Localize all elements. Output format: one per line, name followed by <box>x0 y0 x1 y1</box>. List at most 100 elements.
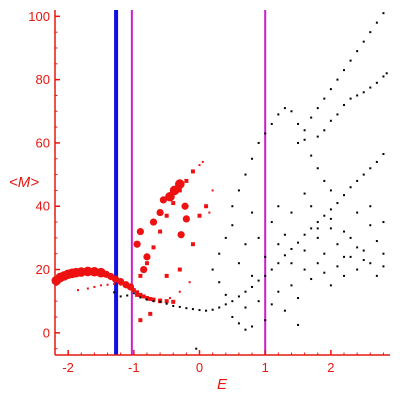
black-point-109 <box>218 281 221 284</box>
black-point-125 <box>323 271 326 274</box>
red-point-67 <box>168 297 171 300</box>
black-point-40 <box>375 160 378 163</box>
x-axis-label: E <box>217 376 228 393</box>
black-point-79 <box>362 91 365 94</box>
black-point-17 <box>224 303 227 306</box>
black-point-141 <box>329 217 332 220</box>
black-point-94 <box>283 233 286 236</box>
black-point-140 <box>316 227 319 230</box>
black-point-64 <box>336 78 339 81</box>
black-point-104 <box>356 246 359 249</box>
red-point-26 <box>76 289 79 292</box>
black-point-54 <box>310 154 313 157</box>
black-point-23 <box>264 274 267 277</box>
black-point-57 <box>329 189 332 192</box>
red-point-47 <box>140 265 148 274</box>
black-point-74 <box>329 119 332 122</box>
black-point-103 <box>349 236 352 239</box>
red-point-16 <box>131 288 136 293</box>
black-point-50 <box>283 107 286 110</box>
black-point-53 <box>303 138 306 141</box>
black-point-24 <box>270 268 273 271</box>
black-point-36 <box>349 186 352 189</box>
black-point-28 <box>297 241 300 244</box>
black-point-77 <box>349 97 352 100</box>
red-point-44 <box>201 160 204 163</box>
red-point-37 <box>158 229 163 234</box>
black-point-124 <box>316 262 319 265</box>
red-point-29 <box>99 284 102 287</box>
black-point-71 <box>382 12 385 15</box>
red-point-62 <box>204 204 209 209</box>
black-point-22 <box>257 279 260 282</box>
y-tick-label-5: 100 <box>28 9 50 24</box>
black-point-9 <box>172 304 175 307</box>
black-point-119 <box>283 309 286 312</box>
red-point-59 <box>177 267 182 272</box>
black-point-43 <box>237 189 240 192</box>
data-points <box>51 12 388 350</box>
black-point-132 <box>369 262 372 265</box>
red-point-55 <box>177 231 185 239</box>
black-point-11 <box>185 307 188 310</box>
black-point-48 <box>270 122 273 125</box>
black-point-46 <box>257 141 260 144</box>
black-point-136 <box>264 255 267 258</box>
black-point-99 <box>323 252 326 255</box>
red-point-20 <box>144 296 149 301</box>
black-point-69 <box>369 31 372 34</box>
red-point-33 <box>126 285 129 287</box>
red-point-43 <box>198 164 201 167</box>
black-point-88 <box>237 262 240 265</box>
red-point-27 <box>86 287 89 290</box>
red-point-28 <box>93 285 96 288</box>
y-tick-label-4: 80 <box>36 72 50 87</box>
black-point-135 <box>251 274 254 277</box>
black-point-5 <box>145 298 148 301</box>
red-point-35 <box>144 261 149 266</box>
x-tick-label-0: -2 <box>62 360 74 375</box>
red-point-41 <box>184 178 189 183</box>
black-point-35 <box>343 194 346 197</box>
red-point-69 <box>188 281 191 284</box>
black-point-91 <box>257 236 260 239</box>
y-tick-label-2: 40 <box>36 199 50 214</box>
black-point-56 <box>323 179 326 182</box>
vertical-marker-lines <box>114 10 267 355</box>
black-point-117 <box>270 303 273 306</box>
black-point-114 <box>251 325 254 328</box>
y-tick-label-3: 60 <box>36 135 50 150</box>
black-point-32 <box>323 214 326 217</box>
black-point-80 <box>369 86 372 89</box>
black-point-59 <box>303 129 306 132</box>
black-point-15 <box>211 308 214 311</box>
black-point-113 <box>244 306 247 309</box>
red-point-34 <box>138 273 143 278</box>
red-point-50 <box>156 208 164 217</box>
black-point-66 <box>349 59 352 62</box>
black-point-3 <box>132 292 135 295</box>
black-point-30 <box>310 227 313 230</box>
red-point-40 <box>177 188 182 193</box>
black-point-26 <box>283 254 286 257</box>
red-point-63 <box>135 292 140 297</box>
black-point-127 <box>336 265 339 268</box>
black-point-146 <box>195 347 198 350</box>
black-point-134 <box>382 265 385 268</box>
black-point-13 <box>198 309 201 312</box>
black-point-20 <box>244 290 247 293</box>
black-point-144 <box>369 205 372 208</box>
black-point-21 <box>251 285 254 288</box>
black-point-33 <box>329 208 332 211</box>
black-point-138 <box>290 262 293 265</box>
red-point-51 <box>159 196 167 204</box>
red-point-21 <box>148 296 153 301</box>
black-point-39 <box>369 167 372 170</box>
black-point-139 <box>303 249 306 252</box>
black-point-6 <box>152 300 155 303</box>
red-point-17 <box>135 290 140 295</box>
black-point-131 <box>362 249 365 252</box>
red-point-71 <box>211 189 214 192</box>
